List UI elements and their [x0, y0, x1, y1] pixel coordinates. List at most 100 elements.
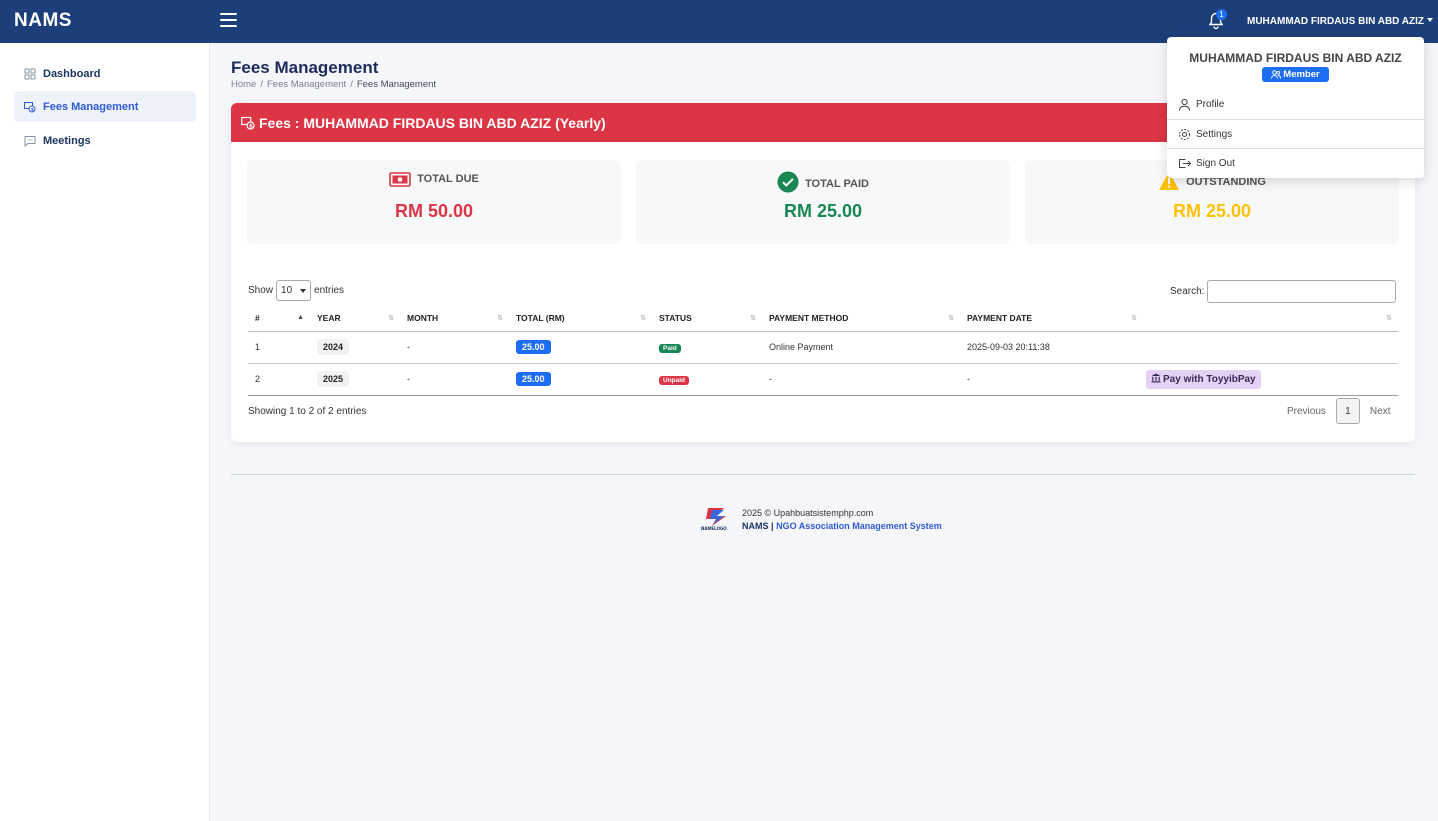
cell-action [1143, 331, 1398, 364]
menu-item-settings[interactable]: Settings [1167, 120, 1424, 148]
sidebar-item-label: Fees Management [43, 100, 139, 113]
top-navbar: NAMS 1 MUHAMMAD FIRDAUS BIN ABD AZIZ [0, 0, 1438, 43]
footer-app-name: NAMS [742, 521, 769, 531]
cell-payment-date: 2025-09-03 20:11:38 [960, 331, 1143, 364]
breadcrumb-fees[interactable]: Fees Management [266, 79, 347, 90]
column-header-status[interactable]: STATUS ⇅ [652, 306, 762, 332]
breadcrumb-home[interactable]: Home [231, 79, 257, 90]
stat-label: OUTSTANDING [1186, 176, 1266, 188]
footer-separator: | [771, 521, 774, 531]
status-badge: Paid [659, 343, 681, 353]
cell-total: 25.00 [509, 363, 652, 396]
fees-table: # ▲ YEAR ⇅ MONTH ⇅ TOTAL (RM) ⇅ STATUS ⇅ PAYM… [248, 306, 1398, 396]
dropdown-divider [1167, 119, 1424, 120]
chat-icon [24, 135, 36, 147]
table-search: Search: [1170, 280, 1397, 303]
cell-payment-date: - [960, 363, 1143, 396]
table-info: Showing 1 to 2 of 2 entries [248, 406, 367, 417]
cell-payment-method: Online Payment [762, 331, 960, 364]
fees-card: $ Fees : MUHAMMAD FIRDAUS BIN ABD AZIZ (… [231, 103, 1415, 442]
entries-label: entries [314, 285, 345, 296]
column-header-action[interactable]: ⇅ [1143, 306, 1398, 332]
pagination-previous[interactable]: Previous [1287, 405, 1326, 417]
page-size-value: 10 [281, 285, 293, 296]
cell-year: 2024 [310, 331, 400, 364]
user-name-label: MUHAMMAD FIRDAUS BIN ABD AZIZ [1247, 16, 1425, 27]
stat-value: RM 25.00 [1172, 201, 1252, 221]
cell-action: Pay with ToyyibPay [1143, 363, 1398, 396]
svg-text:NAMELOGO: NAMELOGO [701, 526, 727, 531]
pay-with-toyyibpay-button[interactable]: Pay with ToyyibPay [1146, 369, 1261, 389]
breadcrumb: Home / Fees Management / Fees Management [231, 79, 437, 90]
notification-bell-icon[interactable]: 1 [1208, 9, 1227, 30]
footer-copyright: 2025 © Upahbuatsistemphp.com [742, 508, 874, 518]
menu-item-sign-out[interactable]: Sign Out [1167, 149, 1424, 177]
table-row: 1 2024 - 25.00 Paid Online Payment 2025-… [248, 331, 1398, 364]
show-label: Show [248, 285, 274, 296]
pagination-next[interactable]: Next [1369, 405, 1391, 417]
sidebar-item-label: Meetings [43, 134, 91, 147]
gear-icon [1178, 128, 1191, 141]
show-entries-control: Show 10 entries [248, 280, 344, 301]
caret-down-icon [1427, 18, 1434, 22]
cell-no: 1 [248, 331, 310, 364]
pagination: Previous 1 Next [1277, 398, 1400, 424]
chevron-down-icon [300, 288, 307, 293]
footer-system-link[interactable]: NGO Association Management System [776, 521, 942, 531]
table-header-row: # ▲ YEAR ⇅ MONTH ⇅ TOTAL (RM) ⇅ STATUS ⇅ PAYM… [248, 306, 1398, 332]
warning-icon [1158, 171, 1180, 194]
notification-count-badge: 1 [1216, 9, 1227, 20]
menu-item-label: Sign Out [1196, 157, 1235, 169]
cell-month: - [400, 331, 509, 364]
footer-divider [231, 474, 1415, 475]
status-badge: Unpaid [659, 375, 690, 385]
amount-pill: 25.00 [516, 340, 551, 354]
card-title: Fees : MUHAMMAD FIRDAUS BIN ABD AZIZ (Ye… [259, 114, 606, 131]
check-circle-icon [777, 171, 799, 196]
user-menu-toggle[interactable]: MUHAMMAD FIRDAUS BIN ABD AZIZ [1247, 16, 1434, 27]
cell-status: Unpaid [652, 363, 762, 396]
column-header-month[interactable]: MONTH ⇅ [400, 306, 509, 332]
user-icon [1178, 98, 1191, 111]
column-header-payment-method[interactable]: PAYMENT METHOD ⇅ [762, 306, 960, 332]
sidebar-item-meetings[interactable]: Meetings [14, 125, 196, 156]
sign-out-icon [1178, 157, 1191, 170]
cell-payment-method: - [762, 363, 960, 396]
stat-total-due: TOTAL DUE RM 50.00 [247, 160, 621, 244]
menu-item-label: Settings [1196, 128, 1233, 140]
stat-label: TOTAL DUE [417, 173, 479, 185]
stat-total-paid: TOTAL PAID RM 25.00 [636, 160, 1010, 244]
page-title: Fees Management [231, 58, 379, 77]
cell-total: 25.00 [509, 331, 652, 364]
grid-icon [24, 68, 36, 80]
column-header-year[interactable]: YEAR ⇅ [310, 306, 400, 332]
role-badge: Member [1262, 67, 1329, 82]
dropdown-divider [1167, 148, 1424, 149]
svg-text:$: $ [31, 106, 34, 112]
role-label: Member [1283, 69, 1320, 80]
money-bill-icon: $ [24, 101, 36, 113]
search-input[interactable] [1207, 280, 1397, 303]
page-size-select[interactable]: 10 [276, 280, 312, 301]
sidebar-item-dashboard[interactable]: Dashboard [14, 58, 196, 89]
sidebar-item-fees-management[interactable]: $ Fees Management [14, 91, 196, 122]
brand-logo[interactable]: NAMS [14, 10, 72, 31]
table-row: 2 2025 - 25.00 Unpaid - - Pay with Toyyi… [248, 363, 1398, 396]
cell-year: 2025 [310, 363, 400, 396]
column-header-payment-date[interactable]: PAYMENT DATE ⇅ [960, 306, 1143, 332]
menu-item-profile[interactable]: Profile [1167, 90, 1424, 118]
menu-toggle-icon[interactable] [220, 13, 237, 27]
pay-button-label: Pay with ToyyibPay [1163, 373, 1256, 385]
sidebar-item-label: Dashboard [43, 67, 101, 80]
money-bill-icon [389, 171, 411, 191]
stat-label: TOTAL PAID [805, 178, 869, 190]
users-icon [1271, 70, 1282, 79]
year-pill: 2024 [317, 339, 350, 355]
bank-icon [1151, 373, 1161, 386]
pagination-page-1[interactable]: 1 [1335, 398, 1360, 424]
column-header-total[interactable]: TOTAL (RM) ⇅ [509, 306, 652, 332]
cell-no: 2 [248, 363, 310, 396]
money-bill-icon: $ [241, 116, 255, 130]
dropdown-user-name: MUHAMMAD FIRDAUS BIN ABD AZIZ [1189, 51, 1402, 65]
column-header-no[interactable]: # ▲ [248, 306, 310, 332]
